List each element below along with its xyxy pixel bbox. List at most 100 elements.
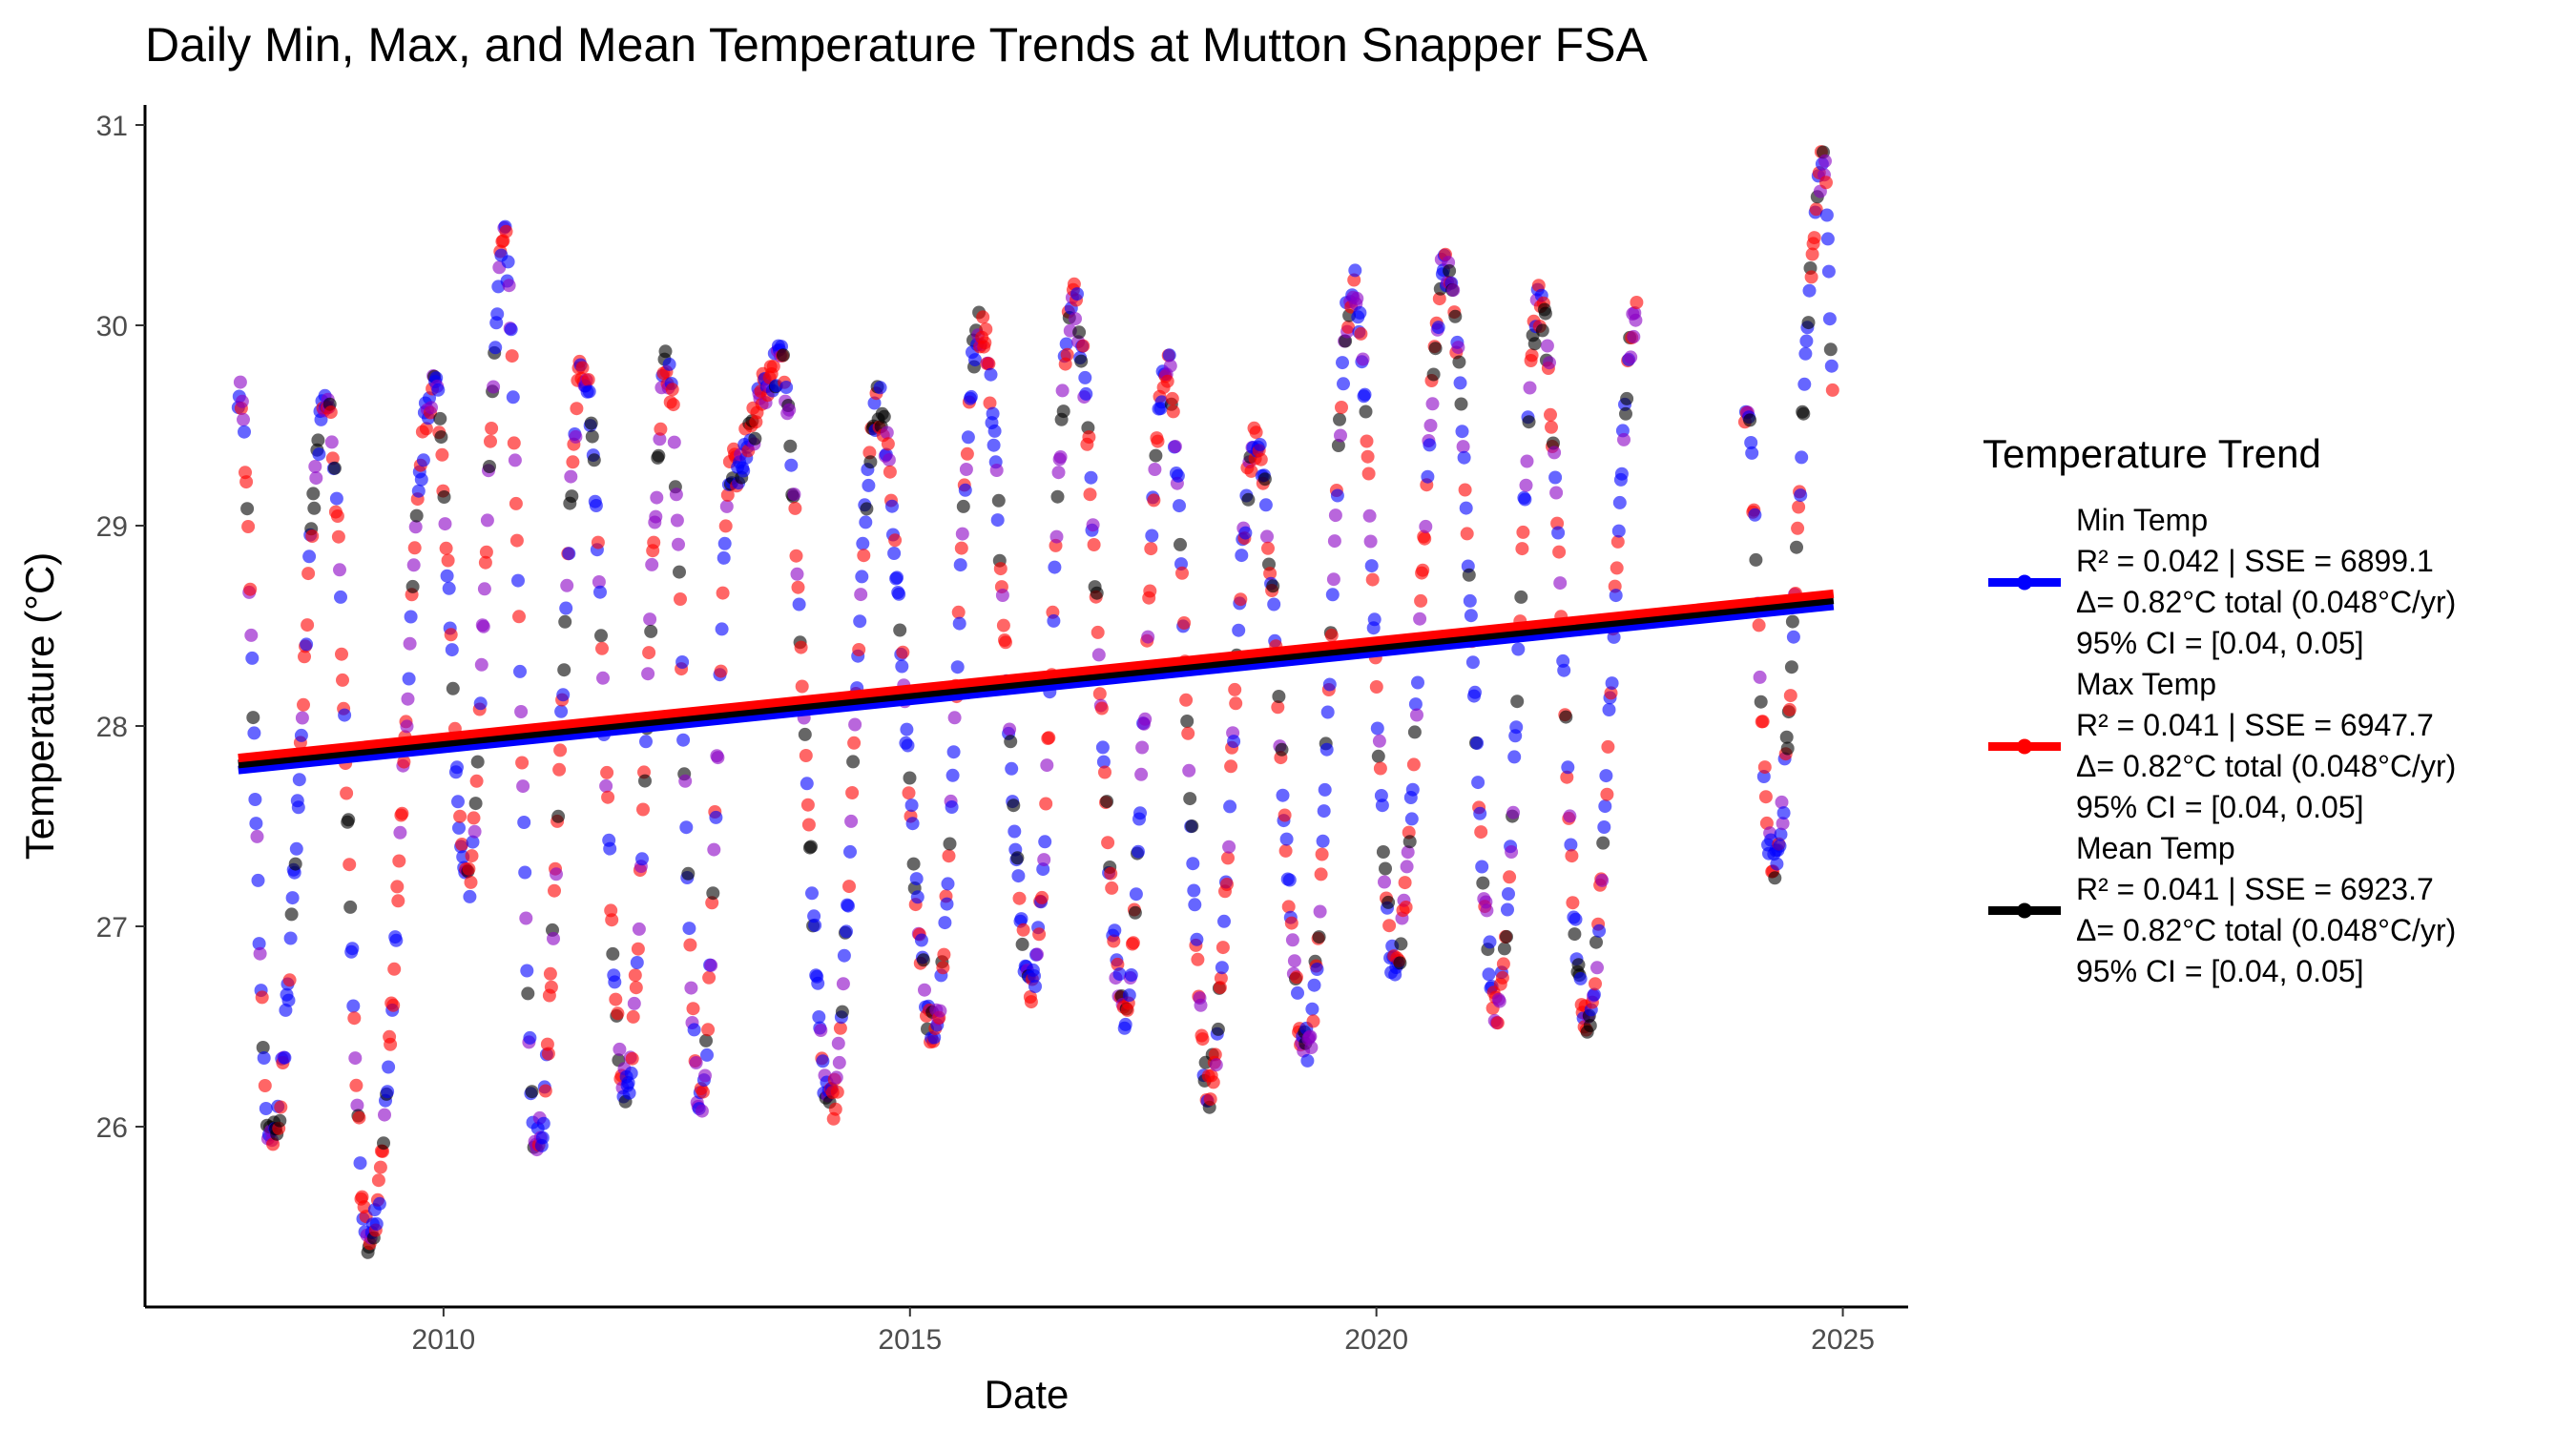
data-point	[1411, 675, 1424, 690]
data-point	[240, 502, 255, 516]
data-point	[340, 786, 354, 800]
data-point	[238, 425, 251, 439]
data-point	[1627, 329, 1641, 343]
data-point	[1059, 337, 1073, 351]
data-point	[1281, 900, 1296, 914]
data-point	[946, 745, 961, 759]
data-point	[386, 998, 401, 1012]
data-point	[706, 886, 720, 901]
data-point	[606, 946, 620, 961]
data-point	[347, 1011, 362, 1026]
data-point	[281, 993, 296, 1007]
data-point	[476, 619, 490, 633]
data-point	[854, 588, 868, 602]
data-point	[331, 529, 345, 544]
data-point	[536, 1116, 551, 1130]
data-point	[582, 384, 596, 399]
data-point	[1291, 985, 1304, 1000]
data-point	[1381, 895, 1396, 909]
data-point	[1515, 542, 1529, 556]
data-point	[1177, 616, 1192, 630]
data-point	[1132, 844, 1145, 859]
data-point	[1356, 352, 1370, 366]
data-point	[1279, 832, 1294, 846]
data-point	[1595, 873, 1610, 887]
data-point	[635, 852, 649, 866]
data-point	[1419, 519, 1433, 533]
data-point	[1258, 498, 1273, 512]
data-point	[1313, 904, 1327, 919]
data-point	[1074, 354, 1089, 368]
data-point	[348, 1051, 363, 1066]
axes	[143, 105, 1908, 1309]
data-point	[1374, 789, 1388, 802]
data-point	[681, 866, 696, 881]
data-point	[711, 751, 725, 765]
data-point	[978, 336, 992, 350]
data-point	[1047, 613, 1061, 628]
data-point	[407, 541, 422, 555]
data-point	[306, 487, 321, 501]
data-point	[404, 610, 418, 624]
data-point	[1609, 589, 1623, 603]
data-point	[1271, 700, 1285, 715]
data-point	[945, 768, 960, 782]
data-point	[906, 857, 921, 871]
data-point	[1037, 853, 1051, 867]
data-point	[1040, 758, 1054, 773]
data-point	[1410, 708, 1423, 722]
data-point	[435, 447, 449, 462]
data-point	[833, 1021, 847, 1035]
data-point	[1162, 348, 1176, 363]
data-point	[453, 809, 467, 823]
data-point	[947, 711, 962, 725]
data-point	[446, 681, 460, 695]
data-point	[1501, 902, 1514, 917]
data-point	[976, 310, 990, 324]
data-point	[678, 774, 693, 788]
data-point	[1257, 472, 1272, 487]
data-point	[512, 610, 526, 624]
data-point	[1752, 618, 1766, 633]
data-point	[1316, 834, 1330, 848]
data-point	[1610, 534, 1625, 549]
data-point	[283, 931, 298, 945]
data-point	[467, 811, 481, 825]
data-point	[814, 1024, 828, 1037]
data-point	[1757, 760, 1772, 775]
data-point	[502, 279, 516, 293]
data-point	[860, 502, 874, 516]
data-point	[1010, 851, 1025, 865]
data-point	[593, 585, 607, 599]
data-point	[779, 381, 794, 394]
legend-stat-mean-temp: Δ= 0.82°C total (0.048°C/yr)	[2076, 913, 2456, 947]
data-point	[654, 422, 668, 436]
data-point	[896, 645, 910, 659]
y-tick-label: 29	[96, 511, 128, 543]
data-point	[387, 962, 402, 976]
data-point	[1784, 660, 1798, 674]
scatter-points	[231, 145, 1839, 1259]
data-point	[515, 756, 530, 770]
data-point	[1587, 987, 1601, 1002]
trend-line-min-temp	[238, 601, 1835, 775]
x-tick-label: 2020	[1344, 1324, 1408, 1356]
data-point	[1032, 927, 1047, 942]
data-point	[888, 533, 903, 548]
data-point	[587, 453, 601, 467]
legend-stat-max-temp: R² = 0.041 | SSE = 6947.7	[2076, 708, 2434, 742]
data-point	[257, 1051, 271, 1065]
data-point	[479, 545, 493, 559]
data-point	[1624, 350, 1638, 364]
data-point	[1051, 466, 1066, 480]
data-point	[784, 458, 799, 472]
data-point	[991, 493, 1006, 508]
data-point	[704, 958, 718, 972]
data-point	[1783, 689, 1797, 703]
data-point	[1005, 761, 1019, 776]
data-point	[324, 435, 339, 449]
data-point	[982, 357, 996, 371]
data-point	[455, 838, 469, 851]
data-point	[1414, 593, 1428, 608]
data-point	[1187, 883, 1201, 898]
